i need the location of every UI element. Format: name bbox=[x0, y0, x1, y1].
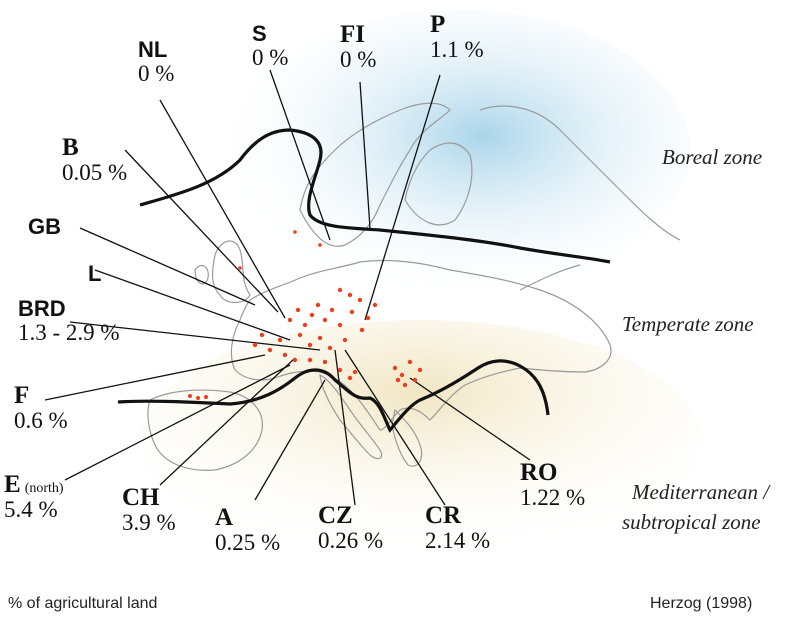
label-b: B 0.05 % bbox=[62, 134, 128, 186]
label-e-value: 5.4 % bbox=[4, 497, 58, 523]
label-nl-value: 0 % bbox=[138, 60, 175, 86]
label-cr-code: CR bbox=[425, 502, 462, 529]
label-e-code: E bbox=[4, 471, 21, 498]
label-gb: GB bbox=[28, 215, 61, 239]
label-ch-value: 3.9 % bbox=[122, 510, 176, 536]
label-a: A 0.25 % bbox=[215, 504, 281, 556]
zone-label-temperate: Temperate zone bbox=[622, 312, 754, 336]
label-p: P 1.1 % bbox=[430, 11, 484, 63]
label-e-note: (north) bbox=[24, 481, 64, 496]
zone-label-mediterranean-line1: Mediterranean / bbox=[632, 480, 770, 504]
mediterranean-zone-shading bbox=[140, 320, 700, 560]
label-cz-value: 0.26 % bbox=[318, 528, 384, 554]
label-p-code: P bbox=[430, 11, 446, 38]
label-l: L bbox=[88, 262, 101, 286]
label-cr: CR 2.14 % bbox=[425, 502, 491, 554]
label-e: E (north) 5.4 % bbox=[4, 471, 64, 523]
label-ro: RO 1.22 % bbox=[520, 459, 586, 511]
label-nl-code: NL bbox=[138, 37, 168, 62]
mediterranean-zone-boundary bbox=[117, 359, 550, 433]
occurrence-dots bbox=[188, 230, 423, 400]
label-brd: BRD 1.3 - 2.9 % bbox=[18, 297, 120, 345]
label-a-value: 0.25 % bbox=[215, 530, 281, 556]
label-cz: CZ 0.26 % bbox=[318, 502, 384, 554]
label-ch-code: CH bbox=[122, 484, 160, 511]
label-s-value: 0 % bbox=[252, 44, 289, 70]
label-brd-code: BRD bbox=[18, 296, 66, 321]
coastline-outlines bbox=[147, 102, 681, 471]
label-ch: CH 3.9 % bbox=[122, 484, 176, 536]
label-fi-value: 0 % bbox=[340, 47, 377, 73]
unit-note: % of agricultural land bbox=[8, 595, 158, 612]
label-brd-value: 1.3 - 2.9 % bbox=[18, 319, 120, 345]
leader-lines bbox=[44, 69, 531, 506]
label-fi-code: FI bbox=[340, 21, 365, 48]
label-nl: NL 0 % bbox=[138, 38, 174, 86]
label-cr-value: 2.14 % bbox=[425, 528, 491, 554]
label-p-value: 1.1 % bbox=[430, 37, 484, 63]
label-ro-value: 1.22 % bbox=[520, 485, 586, 511]
label-l-code: L bbox=[88, 261, 102, 286]
label-ro-code: RO bbox=[520, 459, 558, 486]
boreal-zone-shading bbox=[230, 10, 690, 290]
boreal-zone-boundary bbox=[139, 128, 611, 264]
label-s-code: S bbox=[252, 21, 267, 46]
label-f: F 0.6 % bbox=[14, 382, 68, 434]
label-b-value: 0.05 % bbox=[62, 160, 128, 186]
label-cz-code: CZ bbox=[318, 502, 353, 529]
label-a-code: A bbox=[215, 504, 234, 531]
zone-label-mediterranean-line2: subtropical zone bbox=[622, 510, 761, 534]
label-f-value: 0.6 % bbox=[14, 408, 68, 434]
label-s: S 0 % bbox=[252, 22, 288, 70]
label-b-code: B bbox=[62, 134, 79, 161]
label-f-code: F bbox=[14, 382, 30, 409]
zone-label-boreal: Boreal zone bbox=[662, 145, 763, 169]
source-citation: Herzog (1998) bbox=[650, 595, 753, 612]
label-gb-code: GB bbox=[28, 214, 61, 239]
label-fi: FI 0 % bbox=[340, 21, 377, 73]
